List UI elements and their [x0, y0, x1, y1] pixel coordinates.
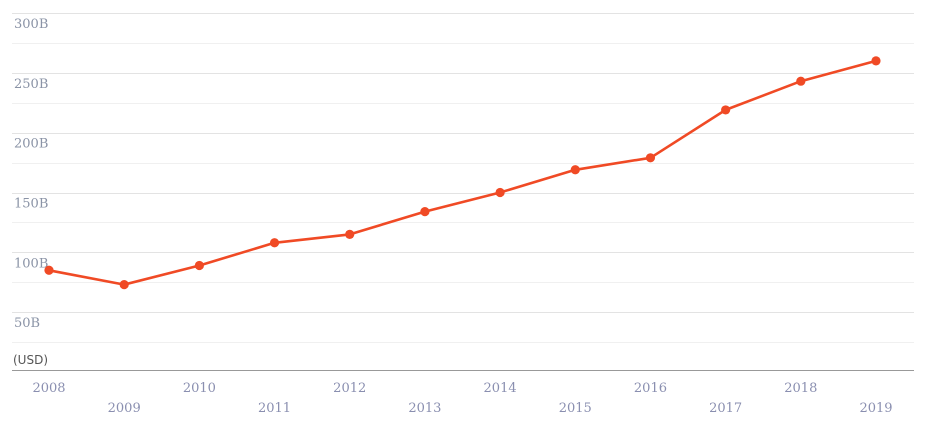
x-tick-label: 2018	[784, 381, 817, 396]
x-tick-label: 2016	[634, 381, 667, 396]
y-axis-ticks: 50B 100B 150B 200B 250B 300B	[14, 17, 48, 331]
series-layer	[44, 56, 881, 290]
data-point[interactable]	[119, 280, 129, 290]
x-tick-label: 2009	[108, 401, 141, 416]
x-axis-ticks: 2008 2009 2010 2011 2012 2013 2014 2015 2016 2017…	[32, 381, 892, 416]
x-tick-label: 2008	[32, 381, 65, 396]
y-axis-unit-label: (USD)	[13, 353, 48, 367]
x-tick-label: 2015	[559, 401, 592, 416]
data-point[interactable]	[495, 187, 505, 198]
data-point[interactable]	[44, 265, 54, 275]
data-point[interactable]	[345, 229, 355, 239]
y-tick-label: 150B	[14, 197, 48, 212]
y-tick-label: 100B	[14, 256, 48, 271]
x-tick-label: 2013	[408, 401, 441, 416]
data-point[interactable]	[796, 76, 806, 86]
data-point[interactable]	[269, 238, 280, 248]
data-point[interactable]	[194, 260, 204, 271]
data-point[interactable]	[645, 153, 656, 163]
x-tick-label: 2012	[333, 381, 366, 396]
data-point[interactable]	[871, 56, 881, 66]
x-tick-label: 2010	[183, 381, 216, 396]
grid-lines	[12, 13, 914, 343]
x-tick-label: 2011	[258, 401, 291, 416]
data-point[interactable]	[721, 105, 731, 115]
data-point[interactable]	[420, 207, 430, 217]
y-tick-label: 300B	[14, 17, 48, 32]
y-tick-label: 50B	[14, 316, 40, 331]
series-line	[47, 59, 878, 286]
y-tick-label: 250B	[14, 77, 48, 92]
x-tick-label: 2017	[709, 401, 742, 416]
y-tick-label: 200B	[14, 137, 48, 152]
data-point[interactable]	[570, 165, 580, 175]
x-tick-label: 2014	[484, 381, 517, 396]
x-tick-label: 2019	[859, 401, 892, 416]
